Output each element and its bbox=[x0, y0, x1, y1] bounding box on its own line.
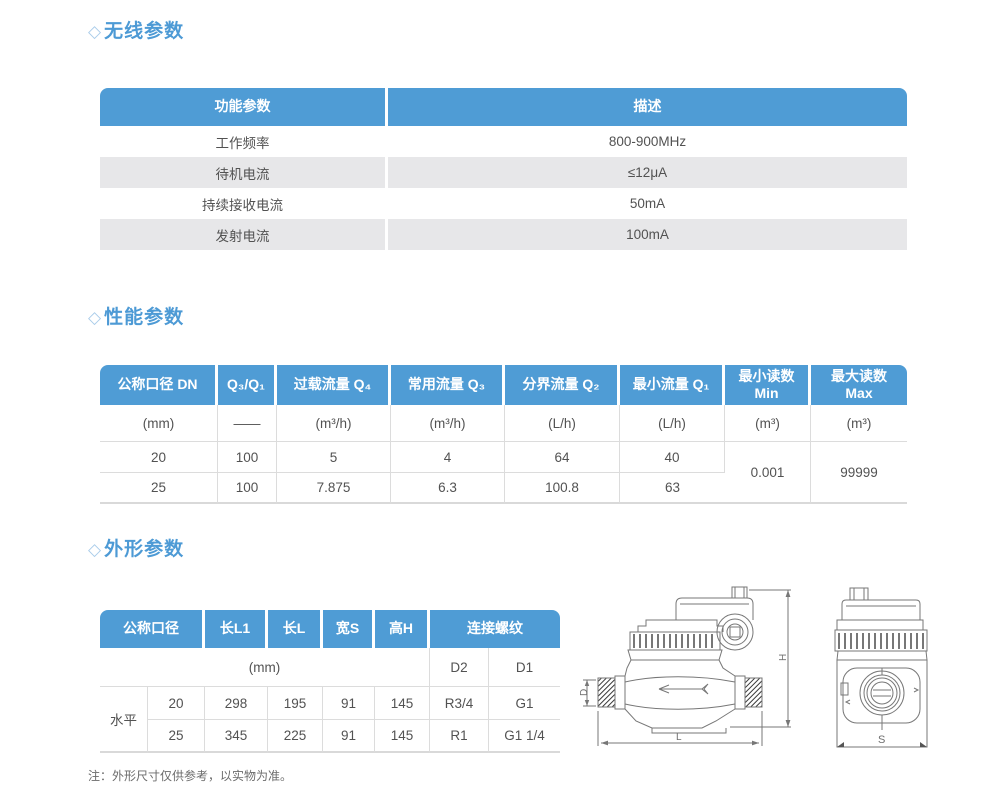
desc-cell: ≤12μA bbox=[388, 157, 907, 188]
table-row: 25 345 225 91 145 R1 G1 1/4 bbox=[100, 720, 560, 753]
dim-label-l: L bbox=[676, 732, 682, 743]
value-cell: 5 bbox=[277, 442, 391, 473]
dim-label-s: S bbox=[878, 734, 885, 746]
value-cell: 145 bbox=[375, 720, 430, 753]
unit-cell: (mm) bbox=[100, 405, 218, 442]
value-cell: 20 bbox=[100, 442, 218, 473]
orientation-cell: 水平 bbox=[100, 687, 148, 753]
value-cell: R3/4 bbox=[430, 687, 489, 720]
col-header-height-h: 高H bbox=[375, 610, 430, 648]
col-header-width-s: 宽S bbox=[323, 610, 375, 648]
table-row: 20 100 5 4 64 40 0.001 99999 bbox=[100, 442, 907, 504]
desc-cell: 100mA bbox=[388, 219, 907, 250]
table-row: 工作频率 800-900MHz bbox=[100, 126, 907, 157]
value-cell: R1 bbox=[430, 720, 489, 753]
dim-label-d: D bbox=[580, 689, 590, 696]
section-heading-wireless: ◇ 无线参数 bbox=[88, 20, 184, 44]
table-row: 待机电流 ≤12μA bbox=[100, 157, 907, 188]
table-row: 25 100 7.875 6.3 100.8 63 bbox=[100, 473, 907, 504]
param-cell: 待机电流 bbox=[100, 157, 388, 188]
value-cell: 40 bbox=[620, 442, 725, 473]
unit-cell: —— bbox=[218, 405, 277, 442]
units-row: (mm) —— (m³/h) (m³/h) (L/h) (L/h) (m³) (… bbox=[100, 405, 907, 442]
value-cell: 25 bbox=[100, 473, 218, 504]
value-cell: 64 bbox=[505, 442, 620, 473]
param-cell: 发射电流 bbox=[100, 219, 388, 250]
value-cell: 100 bbox=[218, 473, 277, 504]
col-header-nominal-diameter: 公称口径 bbox=[100, 610, 205, 648]
thread-d2-cell: D2 bbox=[430, 648, 489, 687]
table-row: 持续接收电流 50mA bbox=[100, 188, 907, 219]
unit-cell: (L/h) bbox=[620, 405, 725, 442]
value-cell: 100.8 bbox=[505, 473, 620, 504]
value-cell: 63 bbox=[620, 473, 725, 504]
col-header-max: 最大读数 Max bbox=[811, 365, 907, 405]
performance-params-table: 公称口径 DN Q₃/Q₁ 过载流量 Q₄ 常用流量 Q₃ 分界流量 Q₂ 最小… bbox=[100, 365, 907, 504]
desc-cell: 800-900MHz bbox=[608, 134, 687, 149]
min-reading-cell: 0.001 bbox=[725, 442, 811, 504]
diamond-icon: ◇ bbox=[88, 540, 103, 559]
value-cell: 4 bbox=[391, 442, 505, 473]
section-heading-performance: ◇ 性能参数 bbox=[88, 306, 184, 330]
table-row: 发射电流 100mA bbox=[100, 219, 907, 250]
diamond-icon: ◇ bbox=[88, 22, 103, 41]
value-cell: 25 bbox=[148, 720, 205, 753]
value-cell: G1 bbox=[489, 687, 560, 720]
unit-cell: (m³) bbox=[811, 405, 907, 442]
meter-side-view-drawing: H L D bbox=[580, 586, 791, 746]
value-cell: 7.875 bbox=[277, 473, 391, 504]
desc-cell: 50mA bbox=[629, 196, 666, 211]
wireless-params-table: 功能参数 描述 工作频率 800-900MHz 待机电流 ≤12μA 持续接收电… bbox=[100, 88, 907, 250]
section-title: 无线参数 bbox=[104, 21, 185, 42]
value-cell: 145 bbox=[375, 687, 430, 720]
table-row: 水平 20 298 195 91 145 R3/4 G1 bbox=[100, 687, 560, 753]
col-header-q2: 分界流量 Q₂ bbox=[505, 365, 620, 405]
col-header-dn: 公称口径 DN bbox=[100, 365, 218, 405]
col-header-q3: 常用流量 Q₃ bbox=[391, 365, 505, 405]
col-header-length-l: 长L bbox=[268, 610, 323, 648]
param-cell: 工作频率 bbox=[100, 126, 388, 157]
unit-cell: (m³) bbox=[725, 405, 811, 442]
table-header-row: 公称口径 DN Q₃/Q₁ 过载流量 Q₄ 常用流量 Q₃ 分界流量 Q₂ 最小… bbox=[100, 365, 907, 405]
table-header-row: 功能参数 描述 bbox=[100, 88, 907, 126]
value-cell: 20 bbox=[148, 687, 205, 720]
unit-mm-cell: (mm) bbox=[100, 648, 430, 687]
value-cell: 100 bbox=[218, 442, 277, 473]
diamond-icon: ◇ bbox=[88, 308, 103, 327]
col-header-q4: 过载流量 Q₄ bbox=[277, 365, 391, 405]
units-row: (mm) D2 D1 bbox=[100, 648, 560, 687]
value-cell: 345 bbox=[205, 720, 268, 753]
col-header-function-param: 功能参数 bbox=[100, 88, 388, 126]
value-cell: 298 bbox=[205, 687, 268, 720]
value-cell: 225 bbox=[268, 720, 323, 753]
value-cell: 6.3 bbox=[391, 473, 505, 504]
max-reading-cell: 99999 bbox=[811, 442, 907, 504]
unit-cell: (m³/h) bbox=[391, 405, 505, 442]
value-cell: 91 bbox=[323, 687, 375, 720]
col-header-min: 最小读数 Min bbox=[725, 365, 811, 405]
col-header-thread: 连接螺纹 bbox=[430, 610, 560, 648]
unit-cell: (L/h) bbox=[505, 405, 620, 442]
meter-front-view-drawing: S bbox=[834, 587, 928, 748]
dim-label-h: H bbox=[778, 654, 789, 661]
value-cell: 195 bbox=[268, 687, 323, 720]
col-header-q1: 最小流量 Q₁ bbox=[620, 365, 725, 405]
note-text: 注：外形尺寸仅供参考，以实物为准。 bbox=[88, 769, 293, 783]
section-title: 外形参数 bbox=[104, 539, 185, 560]
value-cell: 91 bbox=[323, 720, 375, 753]
col-header-description: 描述 bbox=[388, 88, 907, 126]
table-header-row: 公称口径 长L1 长L 宽S 高H 连接螺纹 bbox=[100, 610, 560, 648]
thread-d1-cell: D1 bbox=[489, 648, 560, 687]
value-cell: G1 1/4 bbox=[489, 720, 560, 753]
section-title: 性能参数 bbox=[104, 307, 185, 328]
dimension-params-table: 公称口径 长L1 长L 宽S 高H 连接螺纹 (mm) D2 D1 水平 20 … bbox=[100, 610, 560, 753]
unit-cell: (m³/h) bbox=[277, 405, 391, 442]
col-header-length-l1: 长L1 bbox=[205, 610, 268, 648]
param-cell: 持续接收电流 bbox=[100, 188, 388, 219]
section-heading-dimensions: ◇ 外形参数 bbox=[88, 538, 184, 562]
col-header-q3q1: Q₃/Q₁ bbox=[218, 365, 277, 405]
